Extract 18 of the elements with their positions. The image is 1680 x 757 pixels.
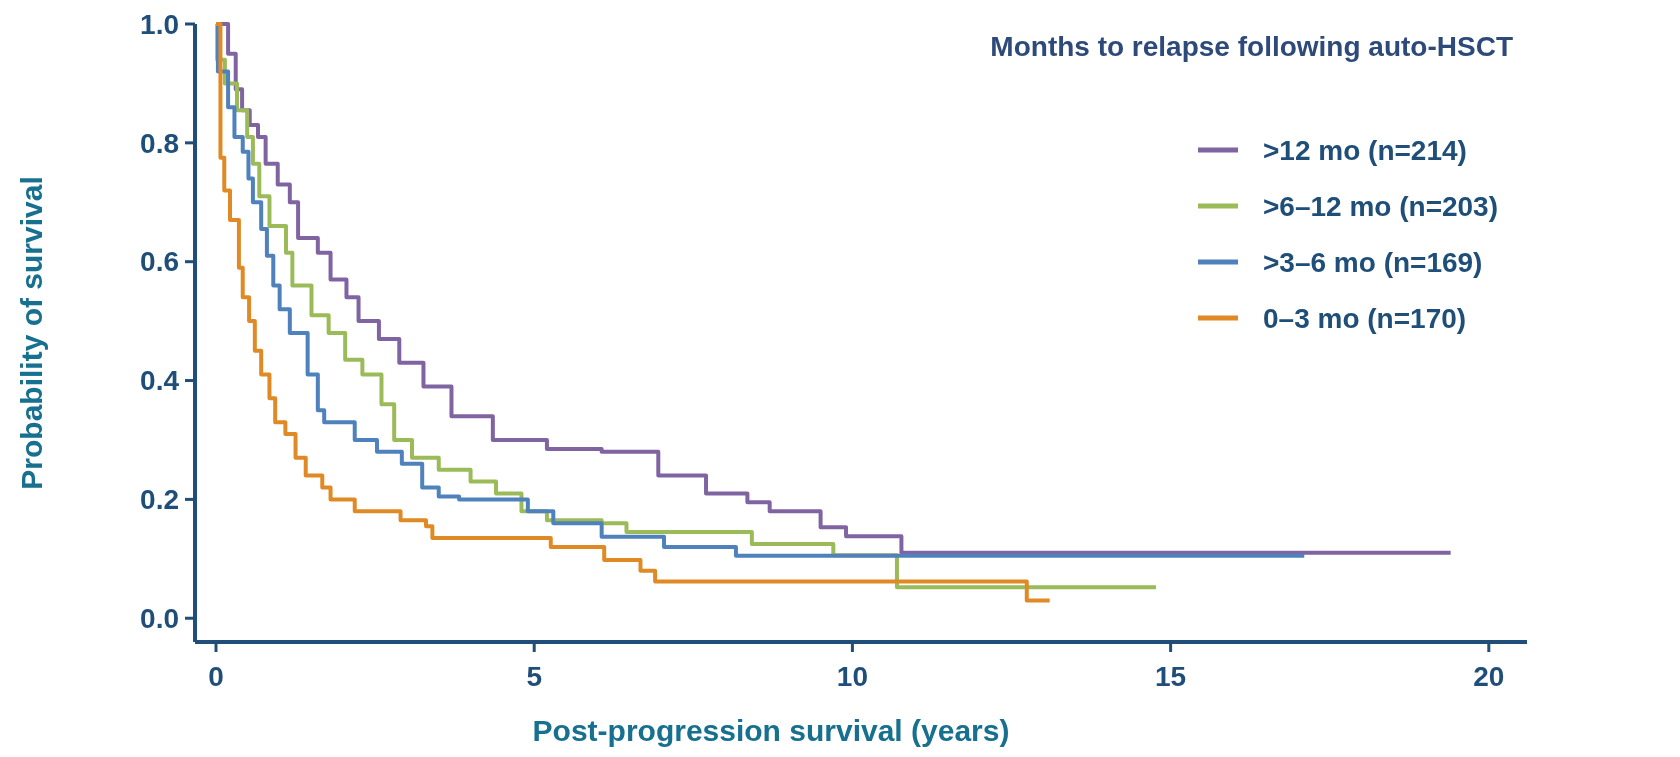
legend-label: >3–6 mo (n=169) xyxy=(1263,246,1483,278)
x-axis-title: Post-progression survival (years) xyxy=(532,714,1010,747)
y-axis-title: Probability of survival xyxy=(15,176,48,490)
legend-label: 0–3 mo (n=170) xyxy=(1263,302,1467,334)
y-tick-label: 0.6 xyxy=(140,246,179,278)
x-tick-label: 20 xyxy=(1473,661,1505,692)
y-tick-label: 0.2 xyxy=(140,484,179,516)
x-tick-label: 5 xyxy=(526,661,542,692)
legend-label: >6–12 mo (n=203) xyxy=(1263,190,1499,222)
legend-title: Months to relapse following auto-HSCT xyxy=(990,31,1513,62)
x-tick-label: 0 xyxy=(208,661,224,692)
x-tick-label: 15 xyxy=(1155,661,1187,692)
y-tick-label: 0.8 xyxy=(140,127,179,159)
x-tick-label: 10 xyxy=(836,661,868,692)
legend-label: >12 mo (n=214) xyxy=(1263,134,1467,166)
y-tick-label: 1.0 xyxy=(140,8,179,40)
y-tick-label: 0.0 xyxy=(140,603,179,635)
y-tick-label: 0.4 xyxy=(140,365,180,397)
